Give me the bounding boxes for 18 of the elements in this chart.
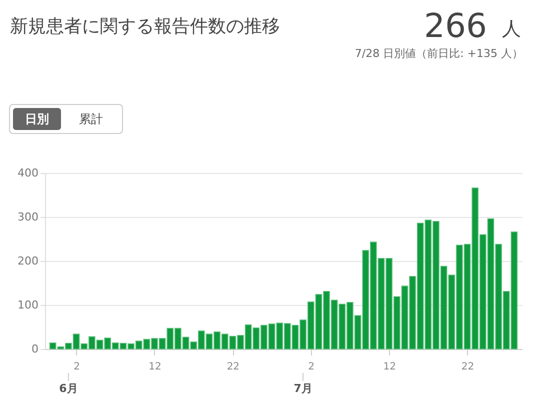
x-tick-label: 22 [461, 362, 474, 372]
text: 6月 [59, 382, 78, 395]
text: 人 [502, 17, 521, 42]
x-tick-label: 12 [383, 362, 396, 372]
text: 7月 [294, 382, 312, 395]
y-tick-label: 100 [18, 298, 38, 312]
x-tick-label: 22 [226, 362, 240, 372]
chart-title: 新規患者に関する報告件数の推移 [10, 15, 280, 38]
y-tick-label: 400 [18, 166, 38, 180]
x-tick-label: 2 [308, 362, 315, 372]
y-tick-label: 0 [32, 342, 38, 356]
y-tick-label: 200 [18, 254, 38, 268]
y-tick-label: 300 [18, 210, 38, 224]
text: 7/28 日別値（前日比: +135 人） [354, 46, 523, 61]
toggle-switch: 日別 累計 [9, 104, 123, 134]
x-tick-label: 12 [148, 362, 162, 372]
text: 266 [424, 6, 487, 45]
x-tick-label: 2 [74, 362, 80, 372]
